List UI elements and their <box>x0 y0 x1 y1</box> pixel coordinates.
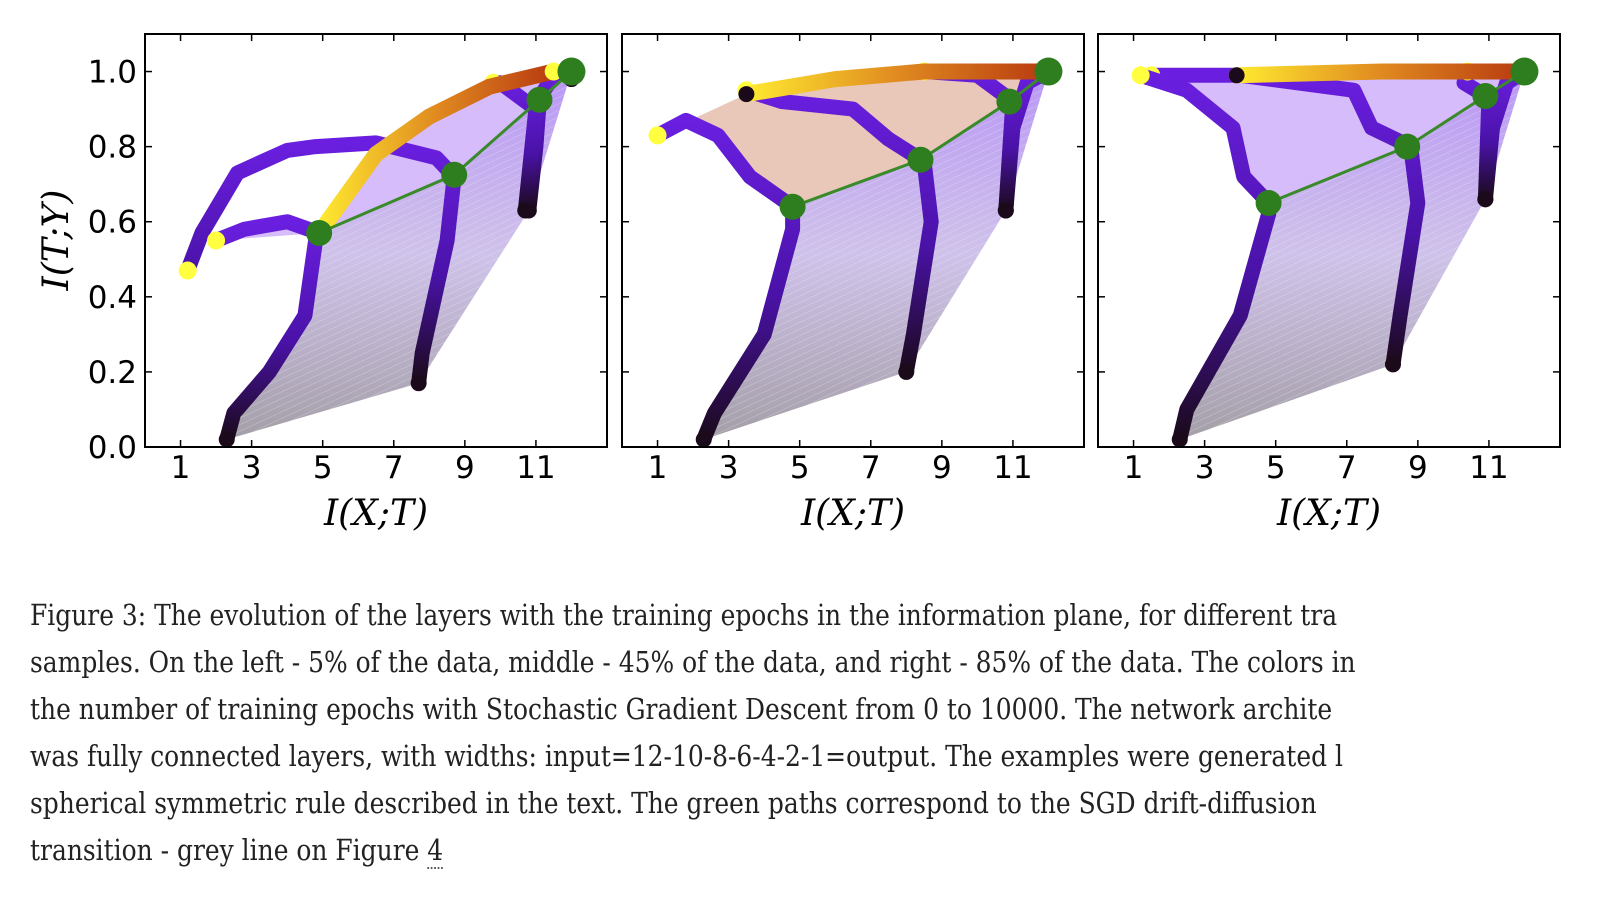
caption-line: samples. On the left - 5% of the data, m… <box>30 645 1356 679</box>
y-tick-label: 1.0 <box>88 55 137 91</box>
figure-4-link[interactable]: 4 <box>427 833 444 869</box>
trajectory-layer-6 <box>311 63 562 241</box>
x-tick-label: 3 <box>1195 450 1215 486</box>
x-axis-label: I(X;T) <box>323 493 428 534</box>
caption-line-last: transition - grey line on Figure 4 <box>30 827 1382 874</box>
caption-line-text: transition - grey line on Figure <box>30 833 428 867</box>
x-tick-label: 1 <box>171 450 191 486</box>
x-tick-label: 9 <box>1408 450 1428 486</box>
green-path-point <box>441 161 468 188</box>
upper-mesh-region <box>1140 71 1525 203</box>
axes-frame <box>1097 33 1561 448</box>
y-tick-label: 0.6 <box>88 205 137 241</box>
start-point-layer-5 <box>997 202 1014 219</box>
x-tick-label: 7 <box>384 450 404 486</box>
caption-line: Figure 3: The evolution of the layers wi… <box>30 598 1338 632</box>
start-point-layer-4 <box>218 431 235 448</box>
start-point-layer-6 <box>1228 67 1245 84</box>
x-tick-label: 5 <box>313 450 333 486</box>
x-tick-label: 11 <box>993 450 1032 486</box>
x-tick-label: 5 <box>790 450 810 486</box>
y-tick-label: 0.2 <box>88 355 137 391</box>
panel-left: 1 3 5 7 9 11 0.0 0.2 0.4 0.6 0.8 1.0 I(X;T) <box>88 33 608 534</box>
start-point-layer-5 <box>1477 191 1494 208</box>
green-path-line <box>792 70 1050 209</box>
trajectory-layer-6 <box>1228 63 1533 84</box>
panel-middle: 1 3 5 7 9 11 I(X;T) <box>621 33 1085 534</box>
caption-line: spherical symmetric rule described in th… <box>30 786 1317 820</box>
trajectory-layer-6 <box>738 63 1057 103</box>
green-path-line <box>1268 70 1526 205</box>
green-path-point <box>1510 57 1539 86</box>
y-tick-label: 0.8 <box>88 130 137 166</box>
y-axis-label: I(T;Y) <box>36 190 77 292</box>
start-point-layer-3 <box>1384 356 1401 373</box>
green-path-point <box>526 86 553 113</box>
x-tick-label: 9 <box>455 450 475 486</box>
end-point-layer-3 <box>178 261 197 280</box>
upper-mesh-region <box>216 71 572 241</box>
green-path-point <box>557 57 586 86</box>
start-point-layer-4 <box>695 431 712 448</box>
x-tick-label: 5 <box>1266 450 1286 486</box>
end-point-layer-4 <box>648 126 667 145</box>
green-path-point <box>1255 189 1282 216</box>
green-path-line <box>318 70 573 235</box>
x-tick-label: 1 <box>648 450 668 486</box>
x-axis-label: I(X;T) <box>800 493 905 534</box>
axes-frame <box>144 33 608 448</box>
x-tick-label: 1 <box>1124 450 1144 486</box>
mesh-hatch <box>226 71 572 440</box>
green-path-point <box>1472 82 1499 109</box>
start-point-layer-3 <box>898 363 915 380</box>
x-axis-label: I(X;T) <box>1276 493 1381 534</box>
green-path-point <box>779 193 806 220</box>
mesh-hatch <box>1179 71 1525 440</box>
green-path-point <box>996 88 1023 115</box>
green-path-point <box>306 219 333 246</box>
y-tick-label: 0.0 <box>88 430 137 466</box>
y-tick-label: 0.4 <box>88 280 137 316</box>
x-tick-label: 9 <box>932 450 952 486</box>
panel-right: 1 3 5 7 9 11 I(X;T) <box>1097 33 1561 534</box>
start-point-layer-3 <box>410 375 427 392</box>
figure-3-information-plane: 1 3 5 7 9 11 0.0 0.2 0.4 0.6 0.8 1.0 I(X;T) 1 3 5 7 9 11 I(… <box>36 33 1561 534</box>
trajectory-layer-3 <box>738 82 939 380</box>
start-point-layer-5 <box>517 202 534 219</box>
caption-line: the number of training epochs with Stoch… <box>30 692 1333 726</box>
x-tick-label: 7 <box>1337 450 1357 486</box>
start-point-layer-6 <box>738 86 755 103</box>
start-point-layer-4 <box>1171 431 1188 448</box>
x-tick-label: 3 <box>719 450 739 486</box>
end-point-layer-6 <box>544 62 563 81</box>
x-tick-label: 11 <box>516 450 555 486</box>
end-point-layer-4 <box>1131 66 1150 85</box>
x-tick-label: 7 <box>861 450 881 486</box>
trajectory-layer-3 <box>180 135 462 391</box>
green-path-point <box>1394 133 1421 160</box>
green-path-point <box>907 146 934 173</box>
mesh-hatch <box>703 71 1049 440</box>
x-tick-label: 11 <box>1469 450 1508 486</box>
caption-line: was fully connected layers, with widths:… <box>30 739 1343 773</box>
end-point-layer-4 <box>207 231 226 250</box>
x-tick-label: 3 <box>242 450 262 486</box>
green-path-point <box>1034 57 1063 86</box>
figure-caption: Figure 3: The evolution of the layers wi… <box>30 592 1382 874</box>
axes-frame <box>621 33 1085 448</box>
